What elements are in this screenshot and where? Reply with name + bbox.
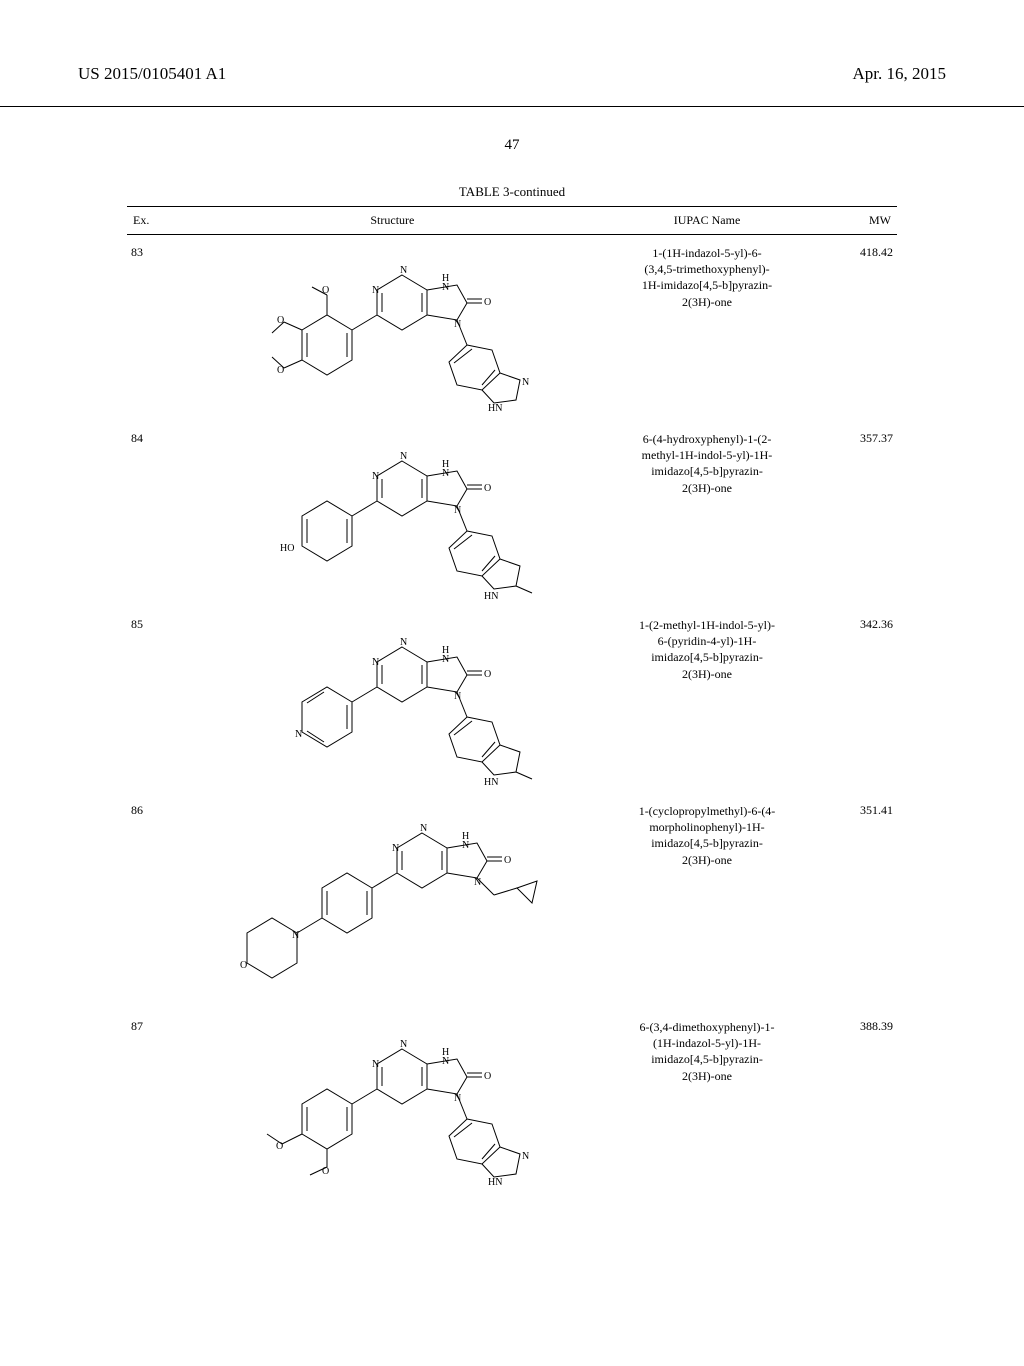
table-row: 85	[127, 607, 897, 793]
table-header-row: Ex. Structure IUPAC Name MW	[127, 207, 897, 235]
svg-text:O: O	[240, 960, 247, 971]
mw-cell: 357.37	[817, 421, 897, 607]
iupac-cell: 1-(cyclopropylmethyl)-6-(4-morpholinophe…	[597, 793, 816, 1009]
ex-cell: 84	[127, 421, 187, 607]
page-header: US 2015/0105401 A1 Apr. 16, 2015	[0, 46, 1024, 107]
svg-text:O: O	[484, 669, 491, 680]
table-row: 86	[127, 793, 897, 1009]
svg-text:N: N	[400, 1039, 407, 1050]
table-row: 83	[127, 235, 897, 422]
svg-text:O: O	[484, 1071, 491, 1082]
svg-text:N: N	[400, 637, 407, 648]
col-ex: Ex.	[127, 207, 187, 235]
svg-text:N: N	[442, 468, 449, 479]
svg-text:N: N	[442, 1056, 449, 1067]
svg-text:N: N	[372, 285, 379, 296]
svg-text:N: N	[400, 451, 407, 462]
svg-text:N: N	[454, 1093, 461, 1104]
svg-text:HN: HN	[488, 1177, 502, 1188]
svg-text:N: N	[372, 471, 379, 482]
svg-text:N: N	[462, 840, 469, 851]
mw-cell: 351.41	[817, 793, 897, 1009]
svg-text:N: N	[400, 265, 407, 276]
svg-text:HN: HN	[484, 777, 498, 787]
svg-text:O: O	[322, 1166, 329, 1177]
svg-text:N: N	[454, 319, 461, 330]
structure-83: N HN O N N O O O HN N	[232, 245, 552, 415]
svg-text:HN: HN	[488, 403, 502, 414]
col-mw: MW	[817, 207, 897, 235]
mw-cell: 342.36	[817, 607, 897, 793]
publication-date: Apr. 16, 2015	[853, 64, 947, 84]
structure-87: N HN O N N O O HN N	[232, 1019, 552, 1189]
svg-text:O: O	[484, 483, 491, 494]
ex-cell: 85	[127, 607, 187, 793]
svg-text:N: N	[454, 691, 461, 702]
mw-cell: 388.39	[817, 1009, 897, 1195]
col-iupac: IUPAC Name	[597, 207, 816, 235]
iupac-cell: 1-(2-methyl-1H-indol-5-yl)-6-(pyridin-4-…	[597, 607, 816, 793]
svg-text:N: N	[442, 282, 449, 293]
svg-text:N: N	[295, 729, 302, 740]
structure-cell: N HN O N N O O O HN N	[187, 235, 597, 422]
table-row: 84	[127, 421, 897, 607]
svg-text:N: N	[442, 654, 449, 665]
svg-text:O: O	[504, 855, 511, 866]
mw-cell: 418.42	[817, 235, 897, 422]
svg-text:O: O	[322, 285, 329, 296]
svg-text:O: O	[277, 365, 284, 376]
svg-text:N: N	[292, 930, 299, 941]
svg-text:N: N	[454, 505, 461, 516]
svg-text:N: N	[372, 1059, 379, 1070]
table-caption: TABLE 3-continued	[0, 184, 1024, 200]
ex-cell: 87	[127, 1009, 187, 1195]
ex-cell: 83	[127, 235, 187, 422]
table-row: 87	[127, 1009, 897, 1195]
svg-text:N: N	[420, 823, 427, 834]
publication-number: US 2015/0105401 A1	[78, 64, 226, 84]
svg-text:HN: HN	[484, 591, 498, 601]
svg-text:O: O	[276, 1141, 283, 1152]
page-number: 47	[0, 137, 1024, 154]
svg-text:N: N	[522, 377, 529, 388]
structure-cell: N HN O N N N O	[187, 793, 597, 1009]
svg-text:N: N	[392, 843, 399, 854]
col-structure: Structure	[187, 207, 597, 235]
iupac-cell: 1-(1H-indazol-5-yl)-6-(3,4,5-trimethoxyp…	[597, 235, 816, 422]
iupac-cell: 6-(4-hydroxyphenyl)-1-(2-methyl-1H-indol…	[597, 421, 816, 607]
structure-85: N HN O N N N HN	[232, 617, 552, 787]
svg-text:N: N	[372, 657, 379, 668]
ex-cell: 86	[127, 793, 187, 1009]
svg-text:O: O	[277, 315, 284, 326]
svg-text:N: N	[522, 1151, 529, 1162]
svg-text:HO: HO	[280, 543, 294, 554]
structure-86: N HN O N N N O	[232, 803, 552, 1003]
structure-cell: N HN O N N N HN	[187, 607, 597, 793]
svg-text:O: O	[484, 297, 491, 308]
iupac-cell: 6-(3,4-dimethoxyphenyl)-1-(1H-indazol-5-…	[597, 1009, 816, 1195]
structure-cell: N HN O N N HO HN	[187, 421, 597, 607]
compound-table: Ex. Structure IUPAC Name MW 83	[127, 206, 897, 1195]
svg-text:N: N	[474, 877, 481, 888]
structure-84: N HN O N N HO HN	[232, 431, 552, 601]
structure-cell: N HN O N N O O HN N	[187, 1009, 597, 1195]
